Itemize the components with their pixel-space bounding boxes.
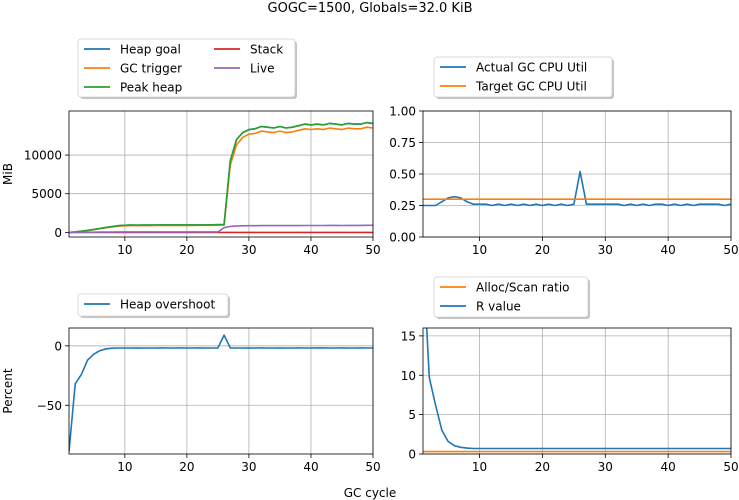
mib-chart-legend-label-gc-trigger: GC trigger xyxy=(120,62,182,76)
cpu-util-chart-xtick-label: 30 xyxy=(598,243,613,257)
overshoot-chart-line-heap-overshoot xyxy=(69,334,373,452)
overshoot-chart-xtick-label: 10 xyxy=(117,460,132,474)
overshoot-chart-legend-box xyxy=(77,293,229,317)
mib-chart-legend-label-live: Live xyxy=(250,62,275,76)
cpu-util-chart-legend-label-actual-gc-cpu-util: Actual GC CPU Util xyxy=(476,61,587,75)
cpu-util-chart-legend: Actual GC CPU Util Target GC CPU Util xyxy=(433,56,614,99)
mib-chart-legend: Heap goal GC trigger Peak heap Stack Live xyxy=(77,38,297,99)
overshoot-chart-ylabel: Percent xyxy=(1,368,15,413)
mib-chart-line-gc-trigger xyxy=(69,126,373,234)
cpu-util-chart-ytick-label: 0.00 xyxy=(389,231,416,245)
overshoot-chart-xtick-label: 40 xyxy=(303,460,318,474)
rvalue-chart-legend-label-r-value: R value xyxy=(476,300,521,314)
mib-chart-frame xyxy=(68,110,374,238)
rvalue-chart-ytick-label: 15 xyxy=(401,329,416,343)
mib-chart-legend-label-heap-goal: Heap goal xyxy=(120,43,181,57)
overshoot-chart-series-group xyxy=(69,334,373,452)
mib-chart: 10 20 30 40 50 0 5000 10000 MiB Heap goal GC trigg… xyxy=(1,38,381,257)
rvalue-chart-xtick-label: 10 xyxy=(472,460,487,474)
rvalue-chart-legend: Alloc/Scan ratio R value xyxy=(433,276,590,319)
mib-chart-legend-box xyxy=(77,38,296,98)
cpu-util-chart-ytick-label: 1.00 xyxy=(389,105,416,119)
cpu-util-chart-xtick-label: 40 xyxy=(661,243,676,257)
rvalue-chart-xtick-label: 20 xyxy=(535,460,550,474)
mib-chart-ytick-label: 5000 xyxy=(31,187,62,201)
figure-xlabel: GC cycle xyxy=(344,486,397,500)
cpu-util-chart-xtick-label: 10 xyxy=(472,243,487,257)
overshoot-chart-frame xyxy=(68,327,374,455)
overshoot-chart-xtick-label: 30 xyxy=(241,460,256,474)
overshoot-chart: 10 20 30 40 50 −50 0 Percent Heap overshoot xyxy=(1,293,381,474)
overshoot-chart-ytick-label: 0 xyxy=(54,339,62,353)
mib-chart-ytick-label: 0 xyxy=(54,226,62,240)
mib-chart-xtick-label: 30 xyxy=(241,243,256,257)
rvalue-chart-legend-box xyxy=(433,276,589,318)
overshoot-chart-ytick-label: −50 xyxy=(37,399,62,413)
cpu-util-chart-legend-label-target-gc-cpu-util: Target GC CPU Util xyxy=(475,80,587,94)
mib-chart-ylabel: MiB xyxy=(1,163,15,185)
cpu-util-chart-ytick-label: 0.25 xyxy=(389,199,416,213)
mib-chart-legend-label-stack: Stack xyxy=(250,43,283,57)
rvalue-chart-ytick-label: 10 xyxy=(401,369,416,383)
mib-chart-xtick-label: 50 xyxy=(365,243,380,257)
mib-chart-xtick-label: 10 xyxy=(117,243,132,257)
rvalue-chart-series-group xyxy=(423,328,731,453)
mib-chart-line-live xyxy=(69,224,373,234)
cpu-util-chart-line-actual-gc-cpu-util xyxy=(423,170,731,207)
rvalue-chart: 10 20 30 40 50 0 5 10 15 Alloc/Scan ratio R value xyxy=(401,276,739,474)
mib-chart-xtick-label: 40 xyxy=(303,243,318,257)
mib-chart-line-heap-goal xyxy=(69,121,373,234)
mib-chart-series-group xyxy=(69,121,373,234)
figure-title: GOGC=1500, Globals=32.0 KiB xyxy=(268,1,473,16)
cpu-util-chart-xtick-label: 20 xyxy=(535,243,550,257)
rvalue-chart-xtick-label: 50 xyxy=(723,460,738,474)
rvalue-chart-line-r-value xyxy=(425,328,731,450)
overshoot-chart-legend-label-heap-overshoot: Heap overshoot xyxy=(120,298,215,312)
overshoot-chart-legend: Heap overshoot xyxy=(77,293,230,318)
rvalue-chart-xtick-label: 30 xyxy=(598,460,613,474)
mib-chart-xtick-label: 20 xyxy=(179,243,194,257)
cpu-util-chart-xtick-label: 50 xyxy=(723,243,738,257)
rvalue-chart-legend-label-alloc-scan-ratio: Alloc/Scan ratio xyxy=(476,281,570,295)
rvalue-chart-xtick-label: 40 xyxy=(661,460,676,474)
overshoot-chart-xtick-label: 20 xyxy=(179,460,194,474)
cpu-util-chart-series-group xyxy=(423,170,731,207)
rvalue-chart-ytick-label: 0 xyxy=(408,448,416,462)
cpu-util-chart: 10 20 30 40 50 0.00 0.25 0.50 0.75 1.00 Actual GC … xyxy=(389,56,739,257)
mib-chart-ytick-label: 10000 xyxy=(24,149,62,163)
cpu-util-chart-ytick-label: 0.50 xyxy=(389,168,416,182)
cpu-util-chart-legend-box xyxy=(433,56,613,98)
rvalue-chart-frame xyxy=(422,327,732,455)
rvalue-chart-ytick-label: 5 xyxy=(408,408,416,422)
cpu-util-chart-ytick-label: 0.75 xyxy=(389,136,416,150)
overshoot-chart-xtick-label: 50 xyxy=(365,460,380,474)
mib-chart-line-peak-heap xyxy=(69,121,373,234)
mib-chart-legend-label-peak-heap: Peak heap xyxy=(120,81,182,95)
